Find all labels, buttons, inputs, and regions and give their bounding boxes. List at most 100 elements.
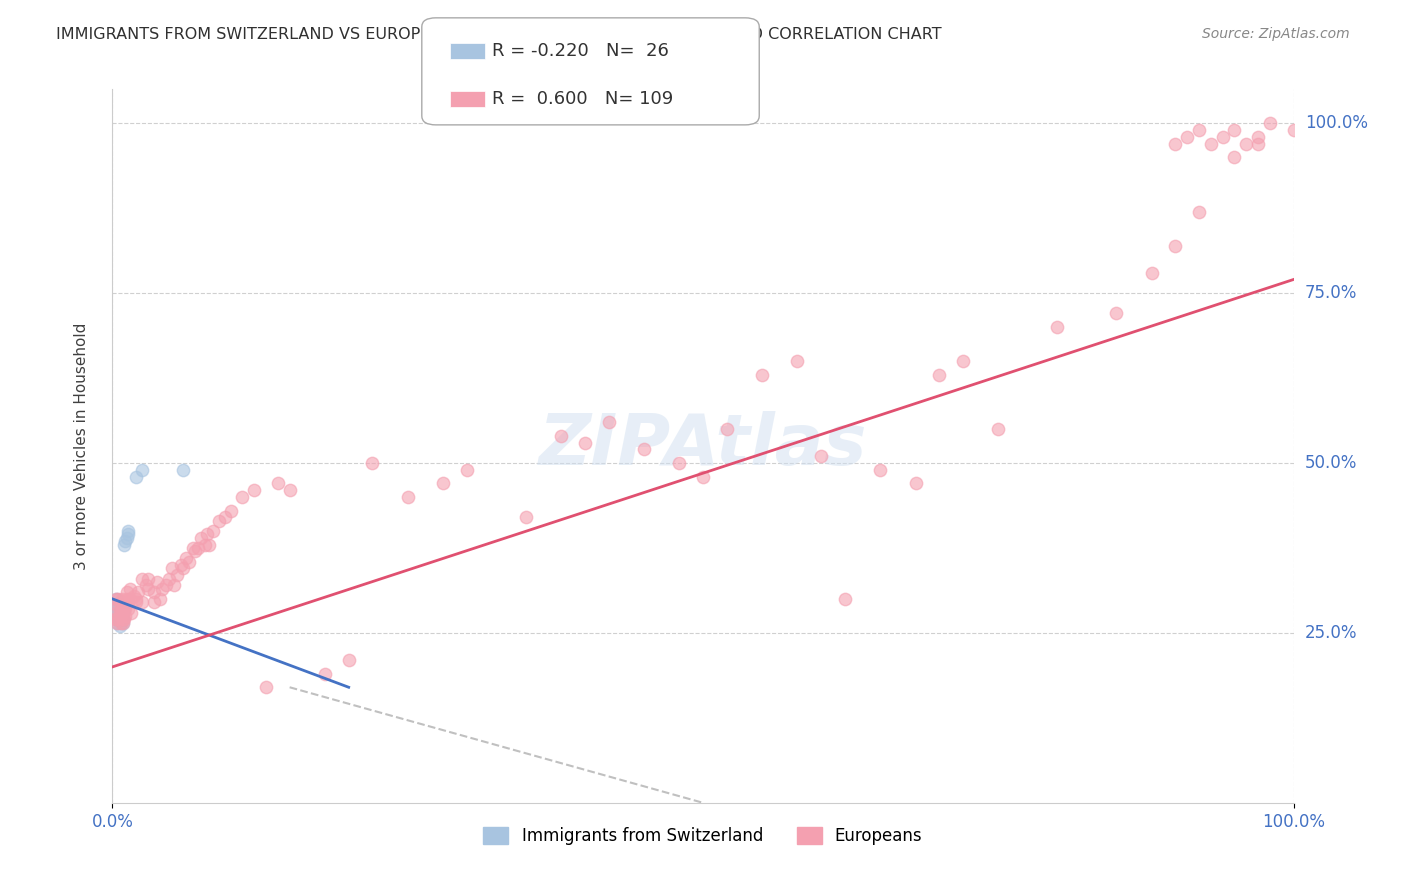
Point: [142, 585, 165, 599]
Point: [1223, 150, 1246, 164]
Point: [112, 615, 135, 630]
Point: [515, 510, 537, 524]
Point: [110, 615, 132, 630]
Point: [105, 615, 128, 630]
Point: [432, 476, 454, 491]
Point: [107, 591, 129, 606]
Text: 75.0%: 75.0%: [1305, 284, 1357, 302]
Point: [150, 582, 173, 596]
Point: [104, 612, 127, 626]
Point: [1188, 123, 1211, 137]
Point: [692, 469, 714, 483]
Text: 25.0%: 25.0%: [1305, 624, 1357, 642]
Point: [869, 463, 891, 477]
Point: [108, 619, 131, 633]
Point: [1223, 123, 1246, 137]
Point: [267, 476, 290, 491]
Point: [112, 602, 135, 616]
Point: [952, 354, 974, 368]
Point: [1247, 136, 1270, 151]
Point: [105, 608, 128, 623]
Point: [163, 578, 186, 592]
Point: [181, 541, 204, 555]
Point: [160, 561, 183, 575]
Point: [104, 602, 127, 616]
Point: [314, 666, 336, 681]
Point: [810, 449, 832, 463]
Point: [105, 606, 128, 620]
Point: [131, 595, 153, 609]
Point: [107, 612, 129, 626]
Point: [136, 572, 159, 586]
Point: [125, 469, 148, 483]
Point: [550, 429, 572, 443]
Point: [108, 606, 131, 620]
Point: [112, 537, 135, 551]
Point: [107, 602, 129, 616]
Point: [120, 582, 142, 596]
Point: [105, 591, 128, 606]
Point: [115, 531, 138, 545]
Point: [172, 561, 194, 575]
Point: [751, 368, 773, 382]
Point: [1247, 129, 1270, 144]
Point: [243, 483, 266, 498]
Point: [186, 541, 208, 555]
Point: [598, 415, 620, 429]
Point: [214, 510, 236, 524]
Point: [1282, 123, 1305, 137]
Point: [456, 463, 478, 477]
Point: [114, 602, 136, 616]
Point: [201, 524, 224, 538]
Point: [184, 544, 207, 558]
Point: [114, 608, 136, 623]
Text: Source: ZipAtlas.com: Source: ZipAtlas.com: [1202, 27, 1350, 41]
Point: [107, 599, 129, 613]
Point: [127, 585, 149, 599]
Point: [1105, 306, 1128, 320]
Point: [111, 595, 134, 609]
Point: [172, 463, 194, 477]
Text: R =  0.600   N= 109: R = 0.600 N= 109: [492, 90, 673, 108]
Point: [904, 476, 927, 491]
Point: [122, 589, 145, 603]
Point: [105, 591, 128, 606]
Point: [396, 490, 419, 504]
Point: [174, 551, 197, 566]
Text: IMMIGRANTS FROM SWITZERLAND VS EUROPEAN 3 OR MORE VEHICLES IN HOUSEHOLD CORRELAT: IMMIGRANTS FROM SWITZERLAND VS EUROPEAN …: [56, 27, 942, 42]
Point: [120, 591, 142, 606]
Legend: Immigrants from Switzerland, Europeans: Immigrants from Switzerland, Europeans: [477, 820, 929, 852]
Point: [105, 615, 128, 630]
Point: [987, 422, 1010, 436]
Point: [131, 572, 153, 586]
Point: [208, 514, 231, 528]
Point: [1199, 136, 1222, 151]
Point: [117, 524, 139, 538]
Point: [157, 572, 180, 586]
Point: [110, 615, 132, 630]
Point: [1258, 116, 1281, 130]
Point: [108, 608, 131, 623]
Point: [110, 608, 132, 623]
Point: [107, 606, 129, 620]
Point: [146, 574, 169, 589]
Point: [1234, 136, 1257, 151]
Text: R = -0.220   N=  26: R = -0.220 N= 26: [492, 42, 669, 60]
Point: [361, 456, 384, 470]
Point: [716, 422, 738, 436]
Point: [190, 531, 212, 545]
Point: [195, 527, 218, 541]
Point: [108, 612, 131, 626]
Text: 100.0%: 100.0%: [1305, 114, 1368, 132]
Point: [115, 591, 138, 606]
Point: [1164, 238, 1187, 252]
Point: [125, 595, 148, 609]
Point: [179, 555, 201, 569]
Point: [105, 612, 128, 626]
Point: [633, 442, 655, 457]
Point: [112, 612, 135, 626]
Point: [149, 591, 172, 606]
Point: [668, 456, 690, 470]
Point: [120, 606, 142, 620]
Point: [135, 578, 157, 592]
